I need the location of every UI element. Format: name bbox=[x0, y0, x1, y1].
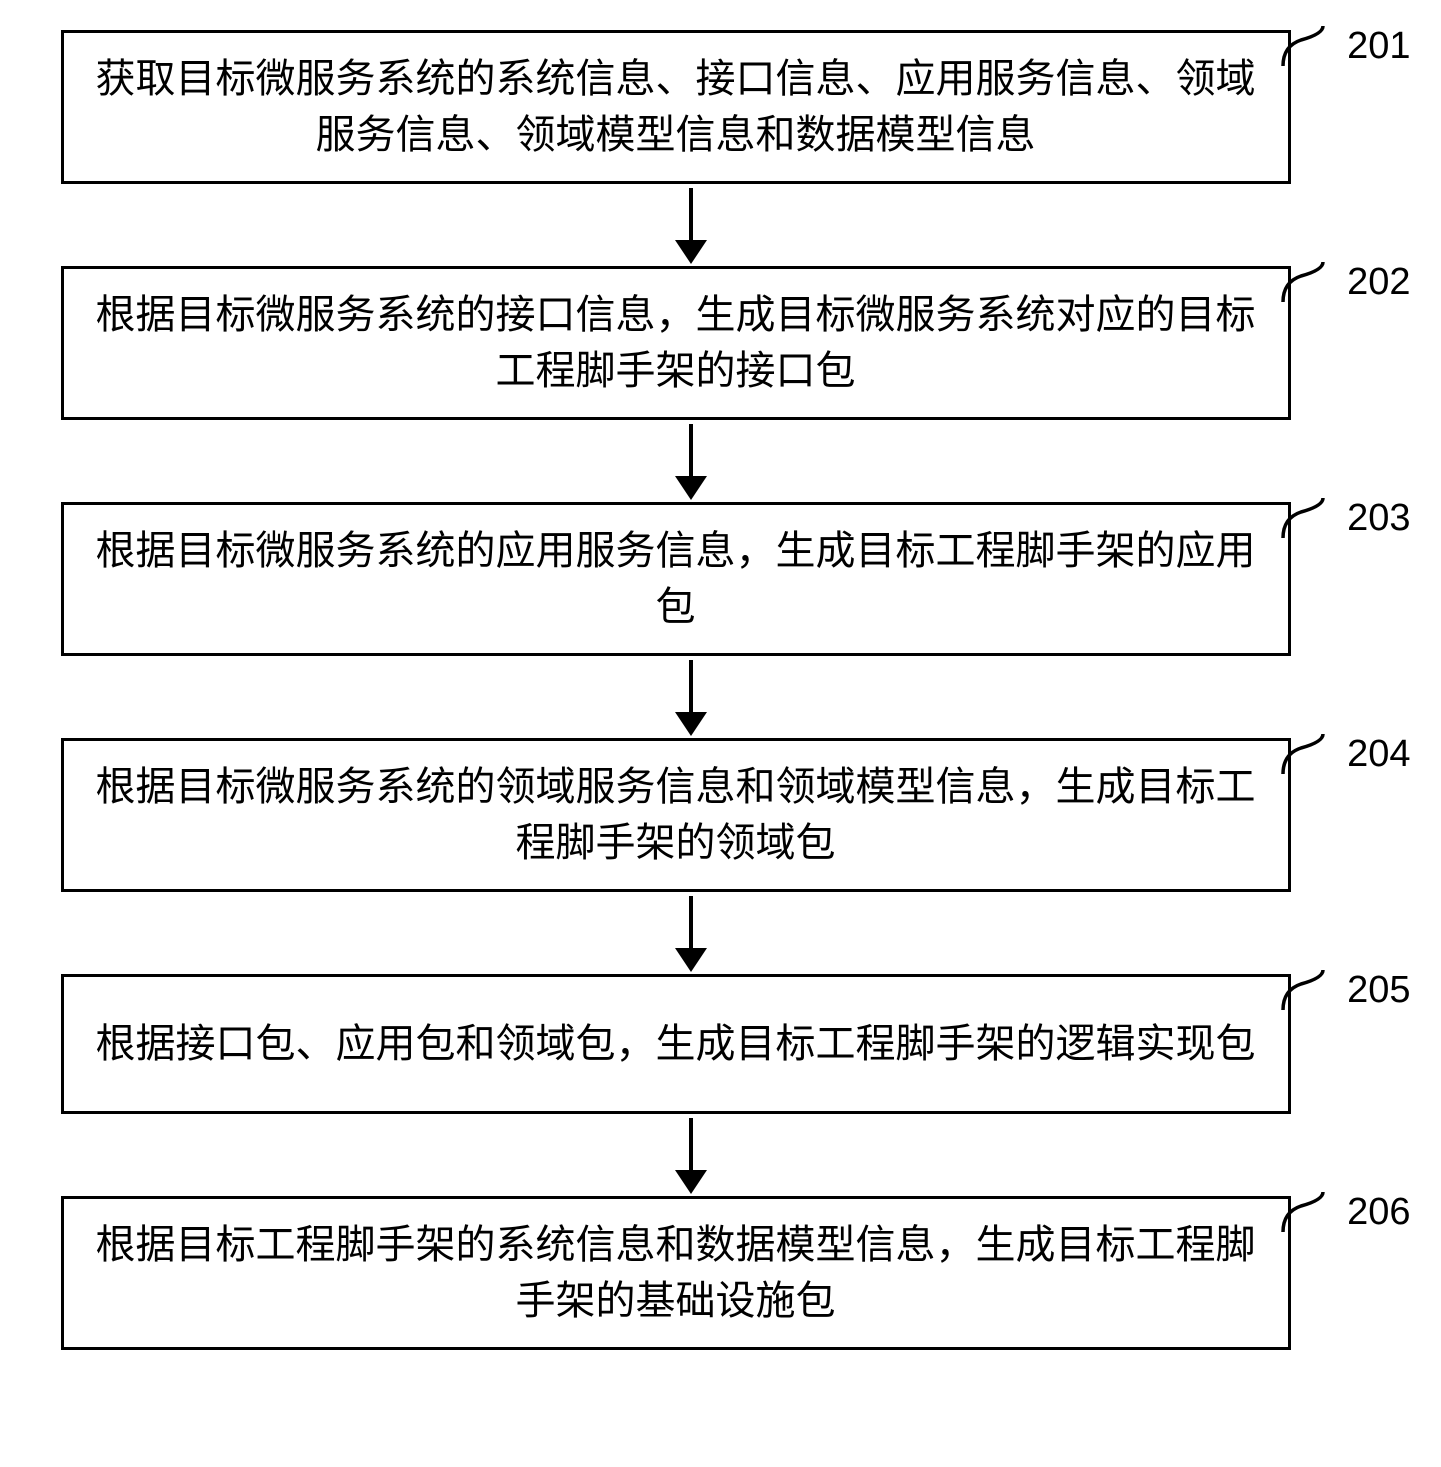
flowchart-step: 获取目标微服务系统的系统信息、接口信息、应用服务信息、领域服务信息、领域模型信息… bbox=[31, 30, 1411, 184]
connector-curve-icon bbox=[1281, 260, 1341, 304]
step-label-wrap: 204 bbox=[1281, 732, 1410, 776]
step-text: 根据目标微服务系统的接口信息，生成目标微服务系统对应的目标工程脚手架的接口包 bbox=[94, 287, 1258, 399]
arrow-down-icon bbox=[689, 188, 693, 260]
step-box-203: 根据目标微服务系统的应用服务信息，生成目标工程脚手架的应用包 bbox=[61, 502, 1291, 656]
step-label-wrap: 206 bbox=[1281, 1190, 1410, 1234]
step-text: 根据接口包、应用包和领域包，生成目标工程脚手架的逻辑实现包 bbox=[96, 1016, 1256, 1072]
arrow-down-icon bbox=[689, 660, 693, 732]
connector-curve-icon bbox=[1281, 732, 1341, 776]
step-label: 202 bbox=[1347, 261, 1410, 304]
flowchart-container: 获取目标微服务系统的系统信息、接口信息、应用服务信息、领域服务信息、领域模型信息… bbox=[31, 30, 1411, 1350]
step-text: 根据目标微服务系统的领域服务信息和领域模型信息，生成目标工程脚手架的领域包 bbox=[94, 759, 1258, 871]
flowchart-step: 根据目标工程脚手架的系统信息和数据模型信息，生成目标工程脚手架的基础设施包 20… bbox=[31, 1196, 1411, 1350]
flowchart-step: 根据目标微服务系统的应用服务信息，生成目标工程脚手架的应用包 203 bbox=[31, 502, 1411, 656]
arrow-down-icon bbox=[689, 1118, 693, 1190]
step-box-202: 根据目标微服务系统的接口信息，生成目标微服务系统对应的目标工程脚手架的接口包 bbox=[61, 266, 1291, 420]
step-label-wrap: 201 bbox=[1281, 24, 1410, 68]
step-label: 204 bbox=[1347, 733, 1410, 776]
step-label-wrap: 202 bbox=[1281, 260, 1410, 304]
step-text: 根据目标微服务系统的应用服务信息，生成目标工程脚手架的应用包 bbox=[94, 523, 1258, 635]
connector-curve-icon bbox=[1281, 1190, 1341, 1234]
connector-curve-icon bbox=[1281, 496, 1341, 540]
step-box-205: 根据接口包、应用包和领域包，生成目标工程脚手架的逻辑实现包 bbox=[61, 974, 1291, 1114]
step-label: 203 bbox=[1347, 497, 1410, 540]
step-label: 205 bbox=[1347, 969, 1410, 1012]
step-box-201: 获取目标微服务系统的系统信息、接口信息、应用服务信息、领域服务信息、领域模型信息… bbox=[61, 30, 1291, 184]
flowchart-step: 根据目标微服务系统的接口信息，生成目标微服务系统对应的目标工程脚手架的接口包 2… bbox=[31, 266, 1411, 420]
arrow-down-icon bbox=[689, 424, 693, 496]
arrow-down-icon bbox=[689, 896, 693, 968]
step-label: 206 bbox=[1347, 1191, 1410, 1234]
connector-curve-icon bbox=[1281, 24, 1341, 68]
step-label: 201 bbox=[1347, 25, 1410, 68]
step-text: 根据目标工程脚手架的系统信息和数据模型信息，生成目标工程脚手架的基础设施包 bbox=[94, 1217, 1258, 1329]
step-box-206: 根据目标工程脚手架的系统信息和数据模型信息，生成目标工程脚手架的基础设施包 bbox=[61, 1196, 1291, 1350]
step-label-wrap: 203 bbox=[1281, 496, 1410, 540]
connector-curve-icon bbox=[1281, 968, 1341, 1012]
flowchart-step: 根据接口包、应用包和领域包，生成目标工程脚手架的逻辑实现包 205 bbox=[31, 974, 1411, 1114]
step-text: 获取目标微服务系统的系统信息、接口信息、应用服务信息、领域服务信息、领域模型信息… bbox=[94, 51, 1258, 163]
flowchart-step: 根据目标微服务系统的领域服务信息和领域模型信息，生成目标工程脚手架的领域包 20… bbox=[31, 738, 1411, 892]
step-box-204: 根据目标微服务系统的领域服务信息和领域模型信息，生成目标工程脚手架的领域包 bbox=[61, 738, 1291, 892]
step-label-wrap: 205 bbox=[1281, 968, 1410, 1012]
